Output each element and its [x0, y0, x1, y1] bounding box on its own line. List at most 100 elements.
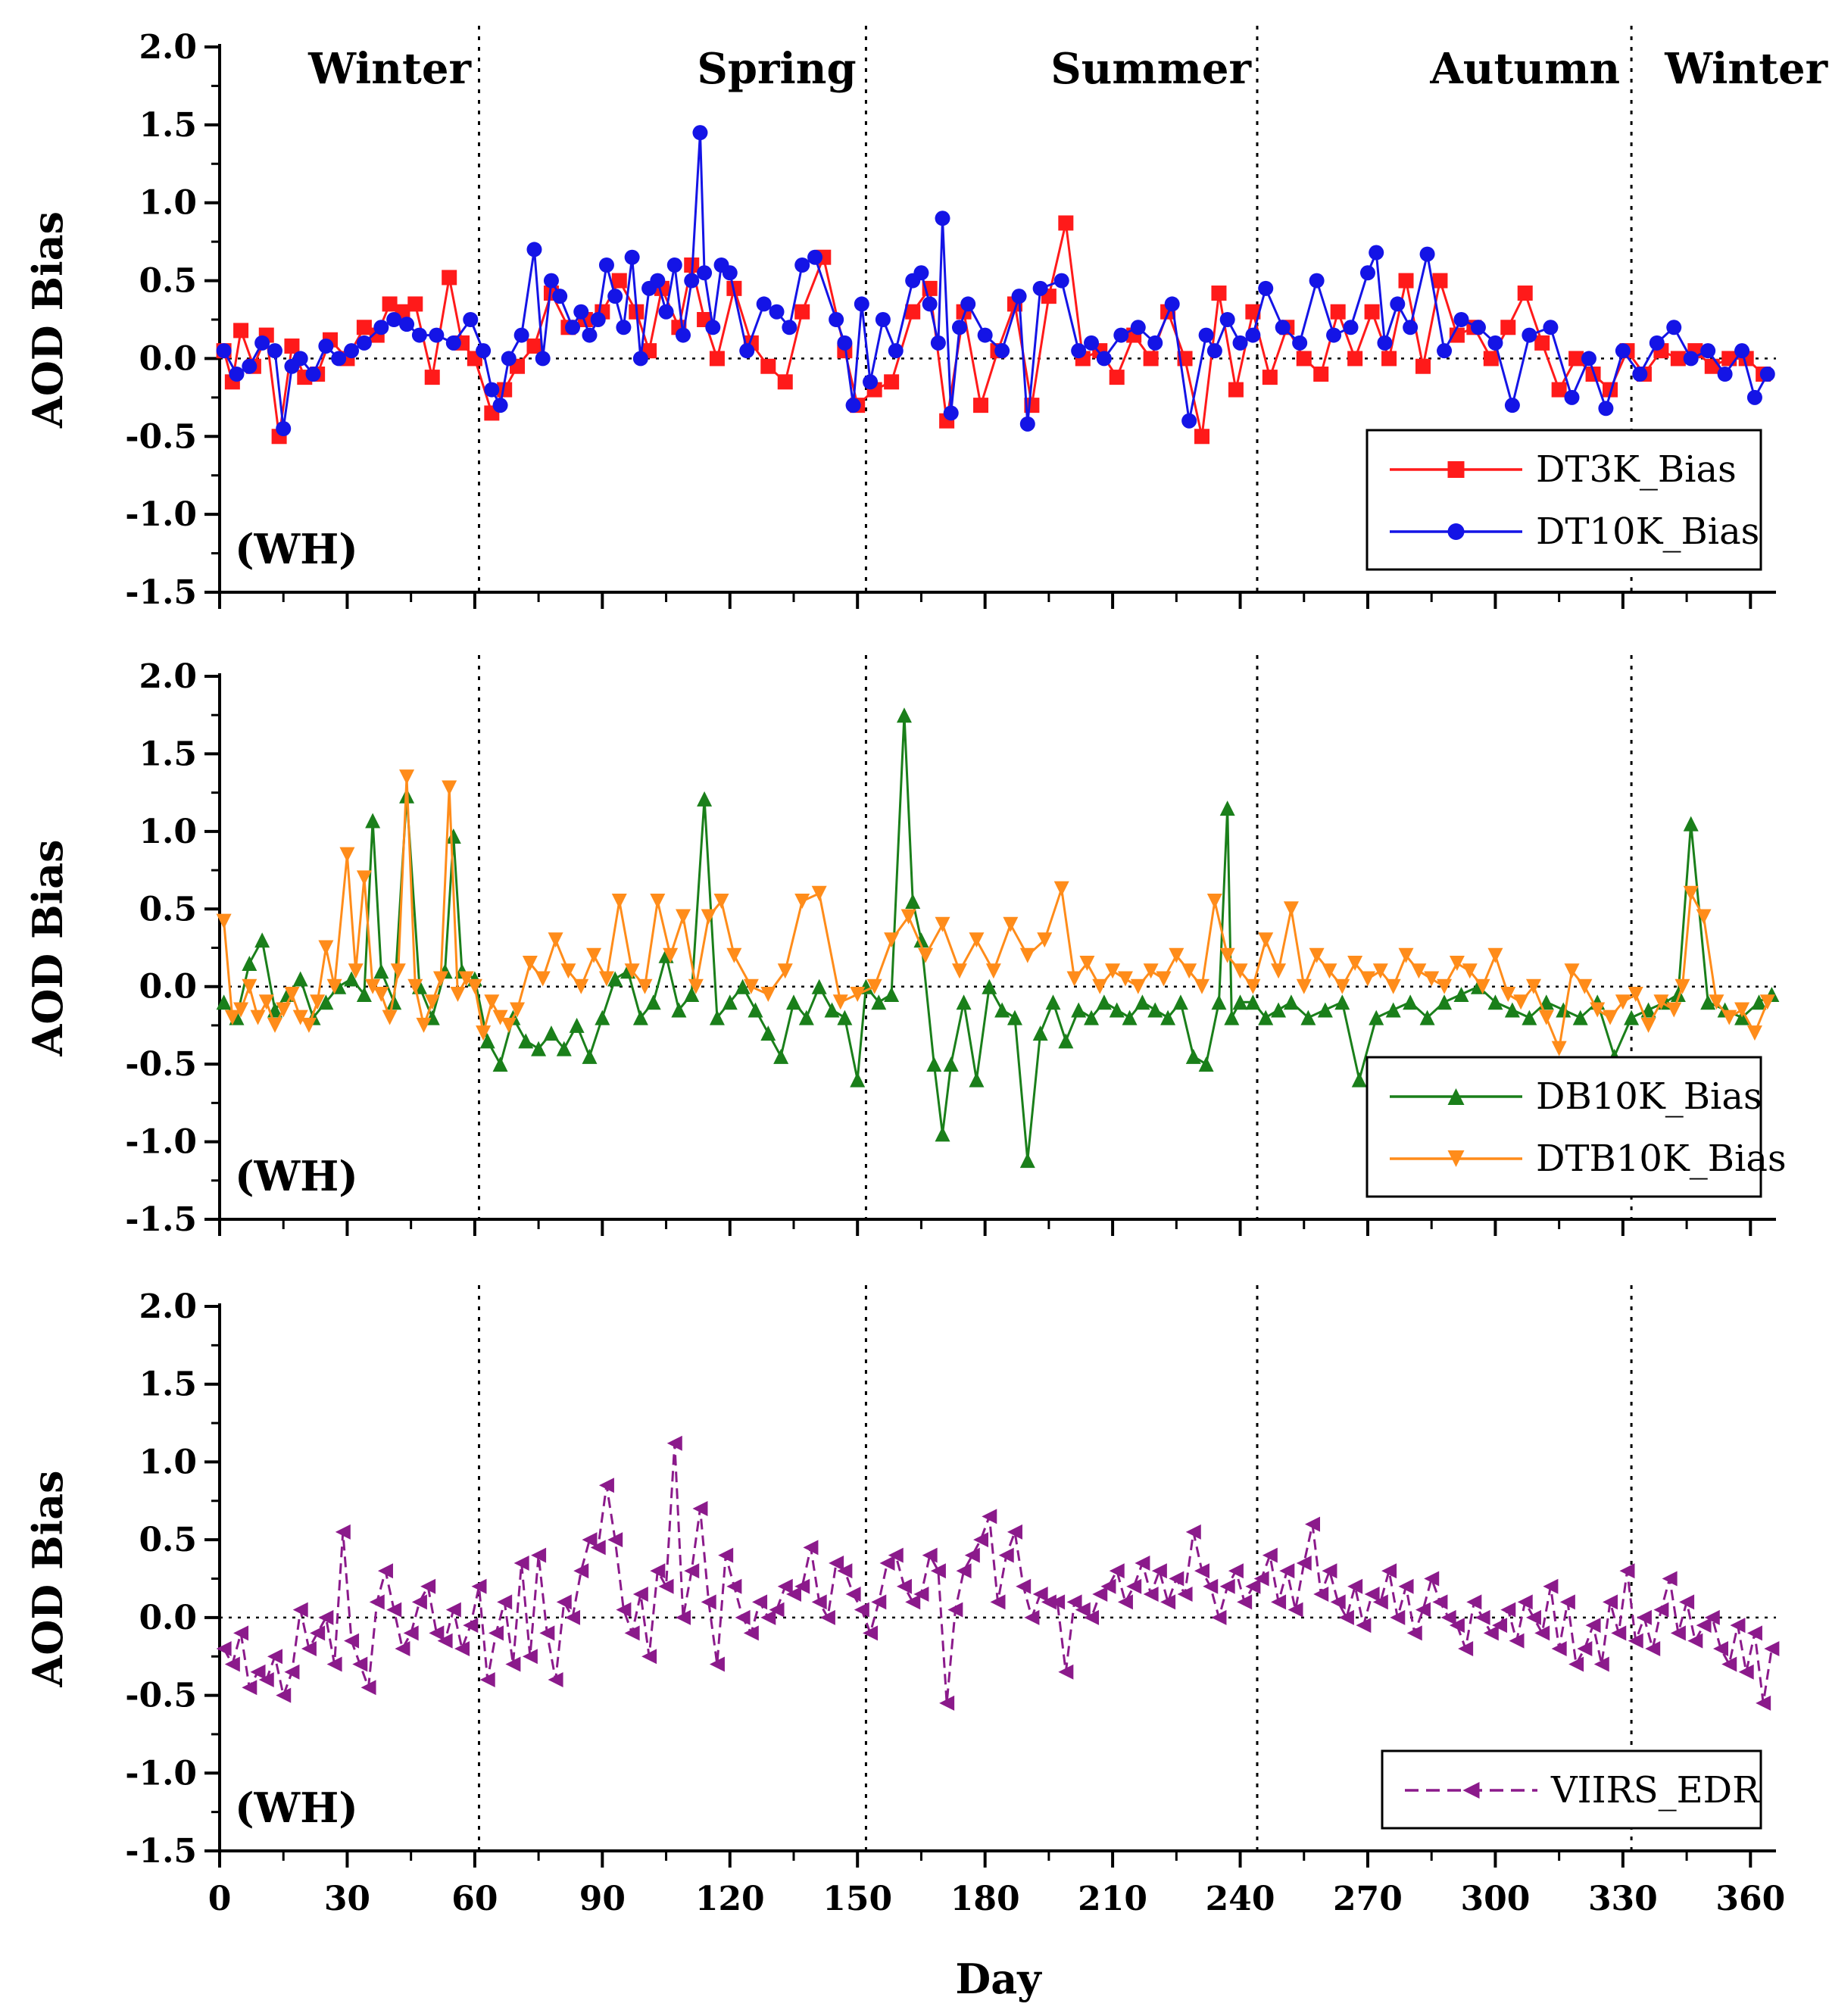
data-point [1509, 1633, 1525, 1649]
data-point [1011, 289, 1027, 304]
data-point [382, 296, 398, 312]
data-point [407, 296, 423, 312]
data-point [501, 351, 517, 367]
y-tick-label: -1.5 [125, 573, 197, 612]
data-point [863, 374, 879, 390]
season-label-2: Summer [1050, 44, 1252, 94]
data-point [811, 885, 827, 901]
data-point [416, 1017, 432, 1033]
data-point [1564, 963, 1580, 979]
y-tick-label: 1.5 [139, 735, 197, 773]
data-point [399, 317, 415, 332]
legend-marker [1447, 461, 1465, 478]
data-point [590, 312, 606, 327]
data-point [471, 1578, 487, 1594]
data-point [650, 1563, 666, 1579]
data-point [1381, 1563, 1397, 1579]
data-point [407, 978, 423, 994]
data-point [1603, 1010, 1618, 1025]
data-point [531, 1041, 547, 1056]
y-tick-label: -0.5 [125, 1045, 197, 1084]
data-point [951, 320, 967, 335]
data-point [1696, 909, 1712, 925]
data-point [301, 1017, 317, 1033]
data-point [1385, 1002, 1401, 1018]
data-point [884, 374, 900, 390]
data-point [973, 398, 989, 413]
data-point [242, 978, 257, 994]
data-point [1296, 978, 1312, 994]
data-point [254, 932, 270, 948]
data-point [1071, 343, 1087, 359]
data-point [722, 994, 738, 1010]
data-point [445, 1602, 461, 1618]
data-point [1084, 1010, 1100, 1025]
data-point [1194, 978, 1210, 994]
data-point [598, 971, 614, 987]
data-point [1334, 994, 1350, 1010]
data-point [305, 367, 321, 382]
data-point [663, 947, 679, 963]
data-point [284, 986, 300, 1002]
data-point [1058, 215, 1074, 231]
data-point [1636, 1609, 1652, 1625]
data-point [1534, 335, 1550, 351]
data-point [905, 1594, 921, 1610]
data-point [497, 382, 513, 398]
x-tick-label: 150 [822, 1880, 892, 1918]
data-point [1437, 978, 1453, 994]
data-point [233, 1625, 249, 1641]
data-point [1275, 320, 1291, 335]
data-point [1603, 1594, 1618, 1610]
data-point [641, 1649, 657, 1665]
data-point [1296, 351, 1312, 367]
data-point [1245, 1578, 1261, 1594]
data-point [1096, 351, 1112, 367]
data-point [344, 971, 360, 987]
y-axis-title: AOD Bias [23, 1470, 72, 1687]
data-point [1181, 413, 1197, 429]
data-point [930, 335, 946, 351]
y-tick-label: -1.0 [125, 1123, 197, 1162]
data-point [331, 351, 347, 367]
data-point [743, 978, 759, 994]
data-point [339, 847, 355, 863]
data-point [1453, 986, 1469, 1002]
data-point [535, 971, 551, 987]
data-point [535, 351, 551, 367]
data-point [1322, 963, 1337, 979]
data-point [611, 894, 627, 910]
data-point [582, 1048, 598, 1064]
data-point [560, 963, 576, 979]
data-point [794, 894, 810, 910]
data-point [1462, 963, 1478, 979]
data-point [1390, 296, 1406, 312]
data-point [1713, 1640, 1729, 1656]
data-point [676, 1609, 691, 1625]
data-point [1700, 994, 1716, 1010]
data-point [1041, 1594, 1057, 1610]
data-point [709, 351, 725, 367]
data-point [718, 1547, 734, 1563]
data-point [1666, 320, 1682, 335]
data-point [1053, 273, 1069, 289]
x-axis-title: Day [955, 1955, 1042, 2003]
data-point [458, 971, 474, 987]
data-point [518, 1033, 534, 1049]
data-point [607, 289, 623, 304]
data-point [548, 1672, 563, 1688]
data-point [982, 978, 997, 994]
data-point [785, 994, 801, 1010]
data-point [1079, 955, 1095, 971]
data-point [233, 1002, 249, 1018]
data-point [1704, 1609, 1720, 1625]
data-point [1759, 994, 1775, 1010]
data-point [548, 932, 563, 948]
data-point [373, 963, 389, 979]
data-point [543, 1025, 559, 1041]
data-point [900, 909, 916, 925]
data-point [1453, 312, 1469, 327]
data-point [573, 978, 589, 994]
y-tick-label: 2.0 [139, 657, 197, 696]
data-point [1500, 986, 1516, 1002]
